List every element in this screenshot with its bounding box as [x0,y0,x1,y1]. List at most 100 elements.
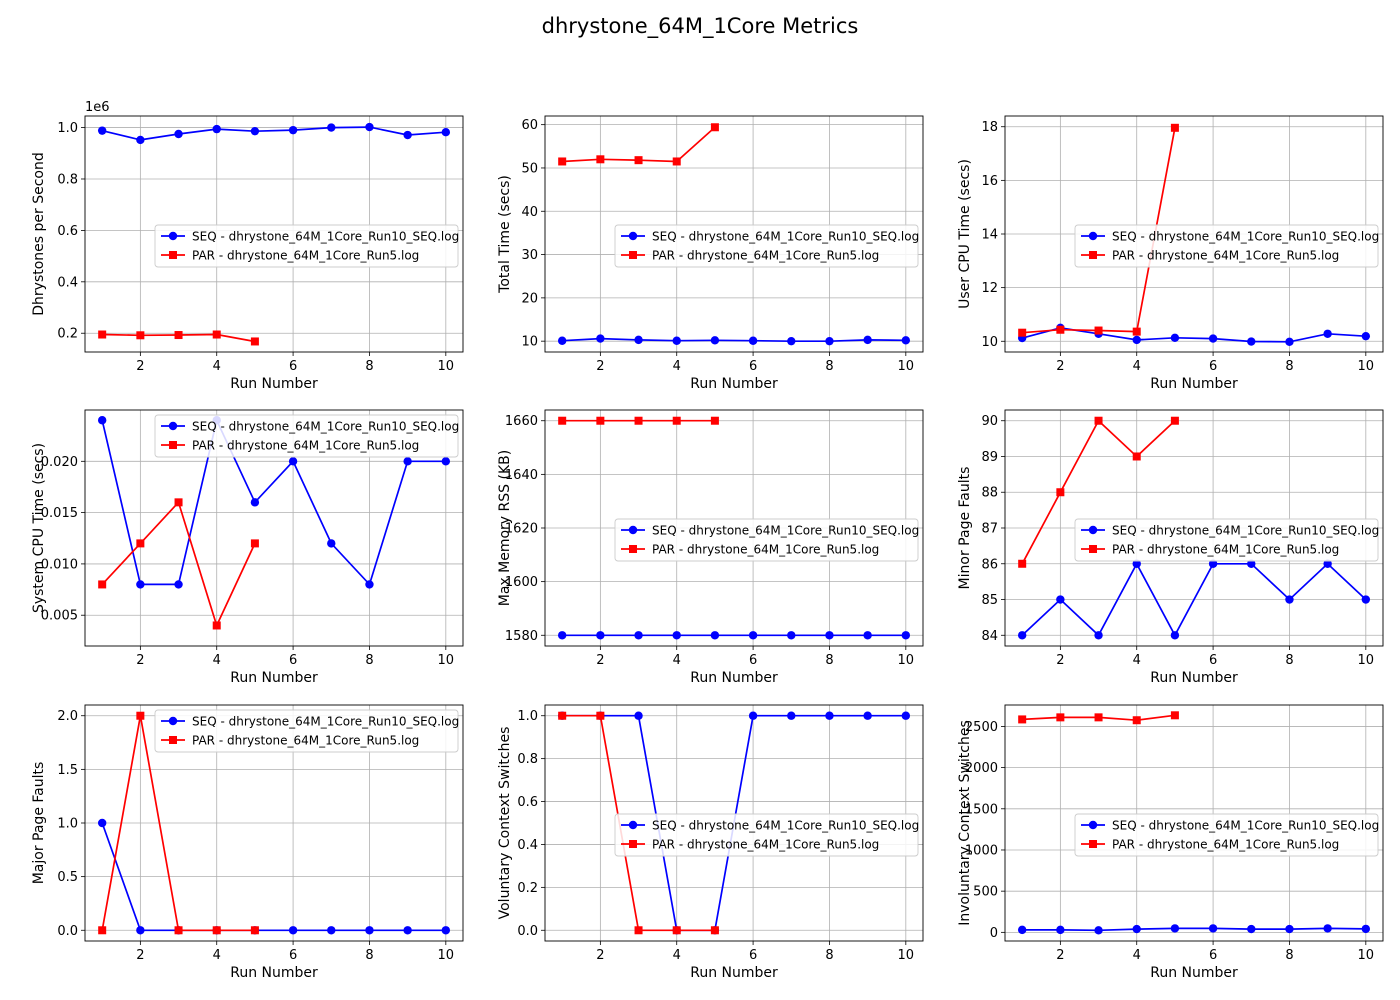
legend-swatch-marker [168,231,178,241]
legend-swatch-marker [1089,840,1097,848]
y-tick-label: 0.5 [57,870,78,885]
x-tick-label: 10 [898,359,915,374]
x-tick-label: 2 [1056,948,1064,963]
x-tick-label: 8 [825,359,833,374]
subplot-1: 2 4 6 8 10 0.2 0.4 0.6 0.8 1.0 Run Number Dhrystone… [31,100,464,392]
data-point [558,416,567,425]
data-point [1323,559,1332,568]
y-axis-label: Voluntary Context Switches [497,727,513,920]
data-point [748,711,758,720]
data-point [1361,924,1371,934]
data-point [136,711,145,720]
data-point [825,631,834,640]
x-tick-label: 8 [825,948,833,963]
data-point [212,330,221,339]
plot-area [557,123,911,346]
legend: SEQ - dhrystone_64M_1Core_Run10_SEQ.log P… [1074,224,1379,268]
legend: SEQ - dhrystone_64M_1Core_Run10_SEQ.log P… [614,813,919,857]
x-tick-label: 2 [596,359,604,374]
data-point [365,122,374,132]
legend-label: SEQ - dhrystone_64M_1Core_Run10_SEQ.log [1112,229,1379,243]
y-tick-label: 1.5 [57,763,78,778]
subplot-2: 2 4 6 8 10 10 20 30 40 50 60 Run Number Total Time (… [497,115,924,392]
data-point [1170,333,1180,342]
x-tick-label: 4 [213,948,221,963]
y-tick-label: 18 [981,120,998,135]
y-tick-label: 0.8 [57,172,78,187]
x-tick-label: 6 [289,359,297,374]
data-point [250,126,260,136]
y-tick-label: 1580 [505,629,538,644]
legend-label: SEQ - dhrystone_64M_1Core_Run10_SEQ.log [1112,523,1379,537]
x-tick-label: 4 [1133,653,1141,668]
y-tick-label: 12 [981,281,998,296]
data-point [1247,559,1256,568]
legend-swatch-marker [629,840,637,848]
data-point [288,457,298,466]
data-point [710,123,719,132]
plot-area [1017,416,1371,640]
data-point [1208,334,1218,343]
legend-swatch-marker [628,820,638,830]
y-tick-label: 87 [981,522,998,537]
x-tick-label: 8 [365,653,373,668]
y-tick-label: 2000 [965,761,998,776]
legend: SEQ - dhrystone_64M_1Core_Run10_SEQ.log P… [614,518,919,562]
legend-swatch-marker [1089,251,1097,259]
x-tick-label: 10 [1358,359,1375,374]
y-tick-label: 30 [521,248,538,263]
data-point [1017,631,1027,640]
data-point [1170,416,1179,425]
y-tick-label: 16 [981,174,998,189]
data-point [557,336,567,345]
data-point [327,539,336,548]
x-tick-label: 10 [1358,948,1375,963]
legend-label: SEQ - dhrystone_64M_1Core_Run10_SEQ.log [192,229,459,243]
data-point [174,129,183,139]
x-tick-label: 6 [749,948,757,963]
y-tick-label: 0.4 [517,838,538,853]
x-tick-label: 6 [1209,359,1217,374]
y-tick-label: 0.2 [57,327,78,342]
y-tick-label: 1.0 [517,709,538,724]
y-tick-label: 0.015 [41,506,78,521]
series-line-seq [1021,561,1367,638]
x-tick-label: 8 [1285,653,1293,668]
axes-frame [84,115,464,353]
data-point [558,157,567,166]
data-point [98,926,107,935]
data-point [634,156,643,165]
legend-box [1074,224,1379,268]
axes-frame [544,409,924,647]
data-point [1056,925,1065,935]
data-point [1208,924,1218,933]
x-tick-label: 6 [749,359,757,374]
data-point [710,631,720,640]
legend-box [614,224,919,268]
y-tick-label: 1640 [505,468,538,483]
x-tick-label: 2 [1056,653,1064,668]
data-point [1170,924,1180,933]
subplot-3: 2 4 6 8 10 10 12 14 16 18 Run Number User CPU Time … [957,115,1384,392]
data-point [365,580,374,589]
y-tick-label: 10 [981,335,998,350]
legend-swatch-marker [1088,231,1098,241]
data-point [212,926,221,935]
axes-frame [84,409,464,647]
data-point [596,631,605,640]
plot-area [1017,711,1371,935]
data-point [174,580,183,589]
legend-label: PAR - dhrystone_64M_1Core_Run5.log [192,438,419,452]
legend-label: SEQ - dhrystone_64M_1Core_Run10_SEQ.log [192,419,459,433]
data-point [250,337,259,346]
y-tick-label: 0.6 [517,795,538,810]
x-tick-label: 2 [1056,359,1064,374]
data-point [136,926,145,935]
y-tick-label: 40 [521,205,538,220]
x-axis-label: Run Number [1150,376,1238,392]
data-point [441,457,451,466]
x-tick-label: 6 [289,948,297,963]
y-tick-label: 1500 [965,802,998,817]
y-axis-label: Max Memory RSS (KB) [497,450,513,606]
y-tick-label: 0 [990,926,998,941]
